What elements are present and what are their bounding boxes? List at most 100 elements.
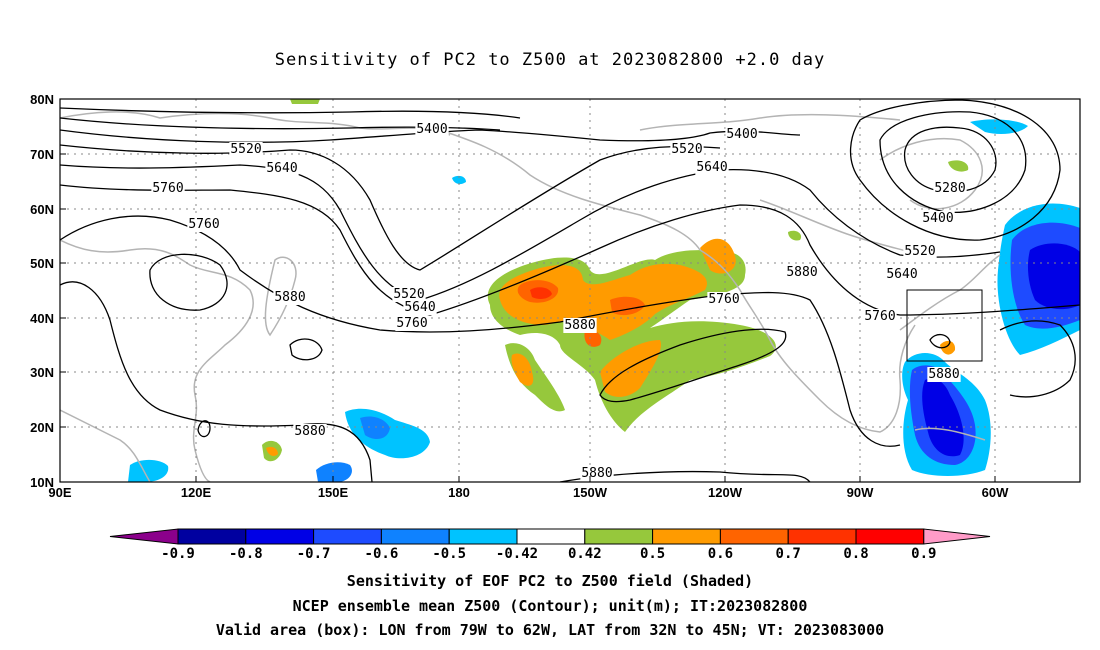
colorbar-swatch [245,528,315,545]
contour-label: 5760 [708,292,739,307]
valid-area-box [906,289,983,362]
colorbar-label: -0.9 [161,546,195,562]
caption-line-1: Sensitivity of EOF PC2 to Z500 field (Sh… [346,572,754,590]
lat-tick-label: 50N [30,256,54,271]
contour-5520 [60,144,721,271]
positive-area-philsea-core [266,446,278,456]
colorbar-swatch [177,528,247,545]
colorbar-swatch [584,528,654,545]
contour-5880-south [60,281,373,482]
contour-label: 5760 [864,309,895,324]
contour-label: 5880 [294,424,325,439]
positive-area-greenland [948,160,969,172]
contour-label: 5880 [274,290,305,305]
colorbar-label: 0.9 [911,546,936,562]
plot-frame [59,98,1081,483]
contour-label: 5880 [564,318,595,333]
lon-tick-label: 150W [573,485,608,500]
coastlines [60,111,1001,482]
lon-tick-label: 60W [982,485,1009,500]
contour-5880-small [289,338,323,361]
contour-label: 5880 [786,265,817,280]
contour-label: 5640 [696,160,727,175]
contour-5640 [60,164,1001,301]
contour-label: 5400 [922,211,953,226]
contour-label: 5760 [152,181,183,196]
positive-area-south-orange [511,353,534,386]
colorbar-label: -0.6 [365,546,399,562]
contour-label: 5520 [904,244,935,259]
lon-tick-label: 120E [181,485,212,500]
colorbar-label: -0.42 [496,546,538,562]
contour-5760 [60,184,1080,316]
negative-area-pacific-2 [316,462,352,482]
colorbar-lower-arrow [109,528,179,545]
contour-atlantic [999,320,1076,398]
contour-label: 5520 [393,287,424,302]
negative-area-atlantic-core [1027,243,1080,310]
contour-label: 5520 [671,142,702,157]
positive-core-3 [584,329,602,347]
lat-tick-label: 40N [30,311,54,326]
colorbar-swatch [448,528,518,545]
negative-area-caribbean-core [922,378,964,457]
colorbar-label: 0.8 [843,546,868,562]
contour-5880-tiny [197,420,211,438]
lat-tick-label: 70N [30,147,54,162]
contour-5520-east [849,99,1061,241]
map-title: Sensitivity of PC2 to Z500 at 2023082800… [274,50,826,70]
negative-area-pacific-1-core [360,416,390,440]
contour-label: 5760 [188,217,219,232]
negative-area-bering [452,175,466,185]
positive-area-box [940,340,956,355]
contour-5400-w2 [60,117,501,131]
colorbar-upper-arrow [923,528,991,545]
contour-box-small [929,333,951,349]
contour-label: 5400 [416,122,447,137]
colorbar-label: 0.6 [708,546,733,562]
lat-tick-label: 60N [30,202,54,217]
lat-tick-label: 30N [30,365,54,380]
contour-5880-high [599,328,787,403]
contour-5400-west [60,107,521,119]
lon-tick-label: 90W [847,485,874,500]
contour-label: 5880 [928,367,959,382]
sensitivity-shading [128,99,1080,482]
colorbar-label: 0.42 [568,546,602,562]
colorbar: -0.9 -0.8 -0.7 -0.6 -0.5 -0.42 0.42 0.5 0.6 0.7 0.… [109,528,991,562]
lon-tick-label: 180 [448,485,470,500]
positive-area-south [505,343,565,412]
contour-5400-east [879,111,1027,214]
colorbar-label: 0.5 [640,546,665,562]
contour-label: 5640 [404,300,435,315]
contour-5760-low [149,253,228,311]
colorbar-swatch [516,528,586,545]
contour-label: 5640 [266,161,297,176]
positive-area-ne [700,238,736,274]
colorbar-swatch [652,528,721,545]
lon-tick-label: 90E [48,485,71,500]
lon-tick-label: 120W [708,485,743,500]
colorbar-swatch [313,528,382,545]
contour-label: 5640 [886,267,917,282]
colorbar-swatch [787,528,857,545]
positive-area-top [290,99,320,104]
positive-max-1 [530,287,552,299]
negative-area-bay-bengal [128,459,169,482]
colorbar-label: -0.5 [432,546,466,562]
positive-area-canada [788,230,802,241]
lat-tick-label: 10N [30,475,54,490]
colorbar-label: -0.7 [297,546,331,562]
caption-line-3: Valid area (box): LON from 79W to 62W, L… [215,621,885,639]
positive-area-central [600,340,661,397]
lat-tick-label: 80N [30,92,54,107]
colorbar-swatch [719,528,789,545]
negative-area-arctic [970,119,1028,134]
contour-5280 [903,126,997,193]
contour-5880 [60,215,901,447]
contour-label: 5880 [581,466,612,481]
lon-tick-label: 150E [318,485,349,500]
colorbar-label: 0.7 [776,546,801,562]
